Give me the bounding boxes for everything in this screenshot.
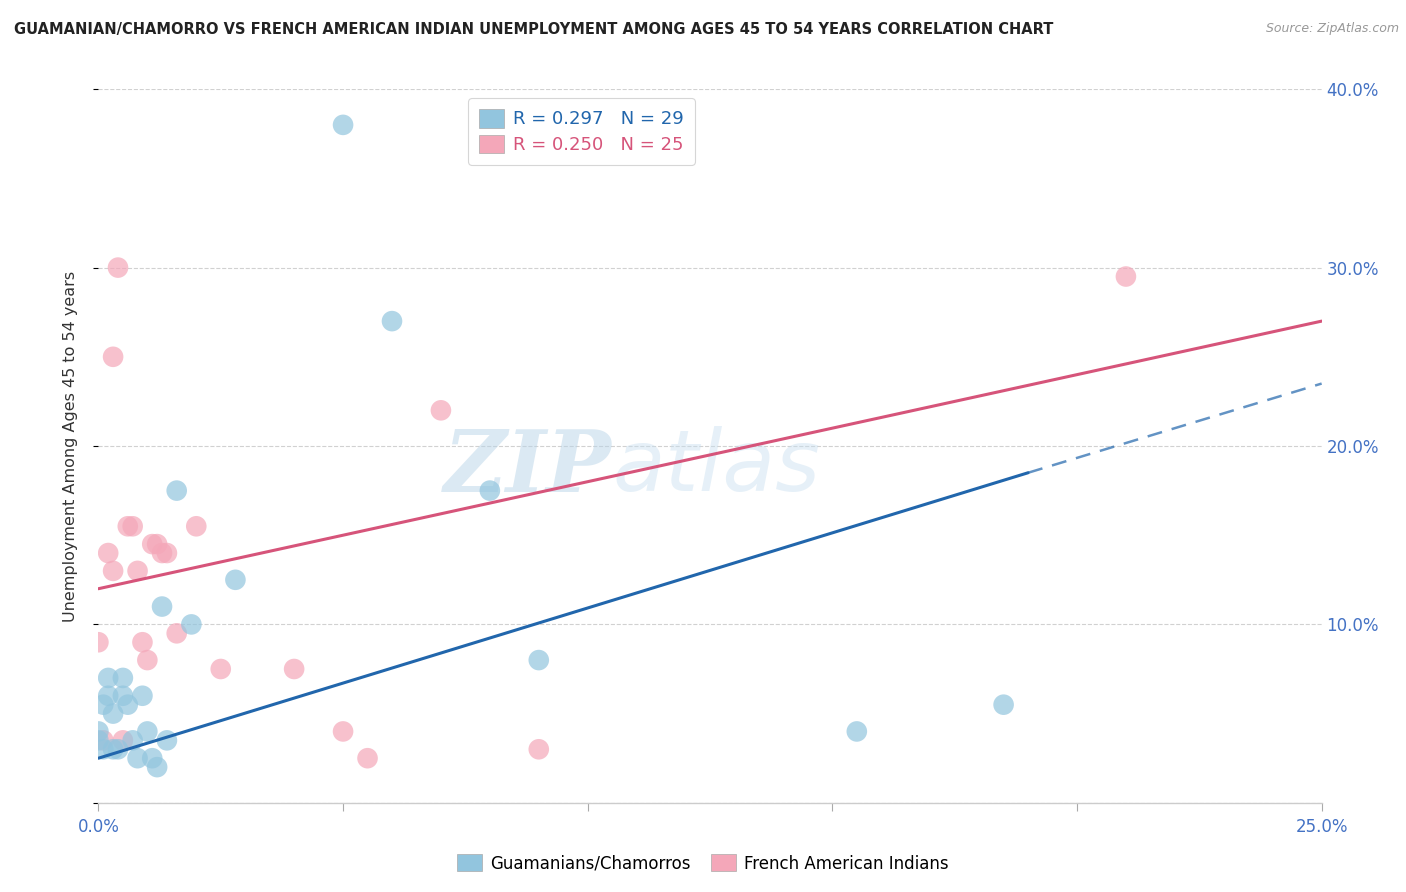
Legend: Guamanians/Chamorros, French American Indians: Guamanians/Chamorros, French American In… bbox=[450, 847, 956, 880]
Point bbox=[111, 671, 134, 685]
Point bbox=[527, 742, 550, 756]
Point bbox=[101, 564, 124, 578]
Point bbox=[91, 733, 114, 747]
Text: atlas: atlas bbox=[612, 425, 820, 509]
Y-axis label: Unemployment Among Ages 45 to 54 years: Unemployment Among Ages 45 to 54 years bbox=[63, 270, 77, 622]
Point bbox=[121, 733, 143, 747]
Point bbox=[283, 662, 305, 676]
Point bbox=[101, 706, 124, 721]
Point bbox=[111, 689, 134, 703]
Point bbox=[97, 689, 120, 703]
Point bbox=[141, 751, 163, 765]
Point bbox=[97, 546, 120, 560]
Point bbox=[141, 537, 163, 551]
Point bbox=[1115, 269, 1137, 284]
Point bbox=[150, 546, 173, 560]
Point bbox=[332, 118, 354, 132]
Point bbox=[107, 742, 129, 756]
Point bbox=[209, 662, 232, 676]
Point bbox=[156, 733, 179, 747]
Text: GUAMANIAN/CHAMORRO VS FRENCH AMERICAN INDIAN UNEMPLOYMENT AMONG AGES 45 TO 54 YE: GUAMANIAN/CHAMORRO VS FRENCH AMERICAN IN… bbox=[14, 22, 1053, 37]
Point bbox=[127, 564, 149, 578]
Point bbox=[166, 483, 188, 498]
Point bbox=[87, 635, 110, 649]
Point bbox=[156, 546, 179, 560]
Point bbox=[87, 733, 110, 747]
Point bbox=[117, 519, 139, 533]
Point bbox=[107, 260, 129, 275]
Point bbox=[131, 635, 153, 649]
Point bbox=[101, 742, 124, 756]
Point bbox=[478, 483, 501, 498]
Point bbox=[993, 698, 1015, 712]
Point bbox=[430, 403, 453, 417]
Legend: R = 0.297   N = 29, R = 0.250   N = 25: R = 0.297 N = 29, R = 0.250 N = 25 bbox=[468, 98, 695, 165]
Point bbox=[91, 698, 114, 712]
Point bbox=[87, 724, 110, 739]
Point bbox=[146, 760, 169, 774]
Point bbox=[180, 617, 202, 632]
Point bbox=[121, 519, 143, 533]
Point bbox=[381, 314, 404, 328]
Point bbox=[527, 653, 550, 667]
Text: Source: ZipAtlas.com: Source: ZipAtlas.com bbox=[1265, 22, 1399, 36]
Point bbox=[332, 724, 354, 739]
Point bbox=[224, 573, 246, 587]
Point bbox=[356, 751, 378, 765]
Point bbox=[150, 599, 173, 614]
Point bbox=[111, 733, 134, 747]
Point bbox=[127, 751, 149, 765]
Point bbox=[91, 742, 114, 756]
Point bbox=[101, 350, 124, 364]
Point bbox=[166, 626, 188, 640]
Point bbox=[97, 671, 120, 685]
Point bbox=[117, 698, 139, 712]
Point bbox=[136, 653, 159, 667]
Point bbox=[146, 537, 169, 551]
Point bbox=[136, 724, 159, 739]
Point bbox=[186, 519, 208, 533]
Point bbox=[845, 724, 868, 739]
Text: ZIP: ZIP bbox=[444, 425, 612, 509]
Point bbox=[131, 689, 153, 703]
